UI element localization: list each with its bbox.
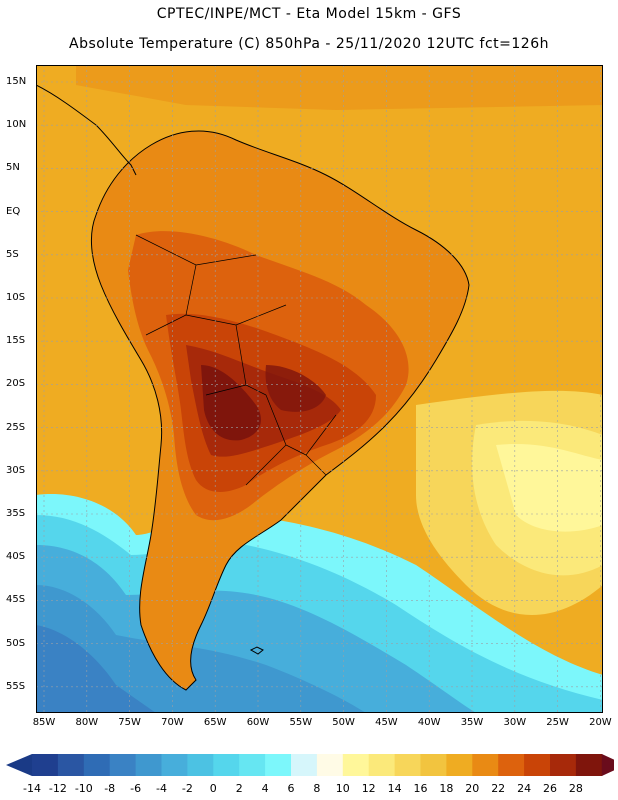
colorbar-segment (161, 754, 188, 776)
colorbar-tick-label: 18 (439, 782, 454, 795)
latitude-label: 20S (6, 378, 26, 390)
longitude-label: 25W (546, 717, 569, 728)
colorbar-tick-label: 4 (261, 782, 269, 795)
colorbar-segment (265, 754, 292, 776)
coastline (91, 130, 470, 691)
ocean-paler-band (496, 443, 603, 532)
colorbar-segment (213, 754, 240, 776)
colorbar-high-cap (601, 754, 614, 776)
ocean-deep-cold-band (36, 625, 156, 713)
colorbar-segment (109, 754, 137, 776)
longitude-label: 30W (503, 717, 527, 728)
latitude-label: 10N (6, 119, 27, 131)
colorbar-segment (57, 754, 85, 776)
colorbar-segment (187, 754, 214, 776)
colorbar-segment (239, 754, 266, 776)
colorbar-tick-label: 6 (287, 782, 295, 795)
colorbar-tick-label: -4 (156, 782, 167, 795)
colorbar-segment (550, 754, 577, 776)
land-peak-zone-2 (265, 365, 326, 412)
map-frame (36, 65, 603, 713)
longitude-label: 45W (375, 717, 398, 728)
latitude-label: 55S (6, 680, 26, 692)
latitude-label: 5S (6, 248, 19, 260)
longitude-label: 65W (203, 717, 227, 728)
longitude-label: 70W (161, 717, 184, 728)
longitude-label: 20W (589, 717, 612, 728)
longitude-label: 35W (460, 717, 484, 728)
colorbar-tick-label: 0 (209, 782, 217, 795)
land-peak-zone (201, 365, 261, 441)
latitude-label: 15S (6, 335, 26, 347)
latitude-label: 5N (6, 162, 20, 174)
longitude-label: 60W (246, 717, 270, 728)
colorbar-tick-label: -6 (130, 782, 142, 795)
colorbar-tick-label: -8 (104, 782, 116, 795)
colorbar (6, 754, 614, 776)
colorbar-tick-label: 20 (465, 782, 480, 795)
colorbar-segment (394, 754, 421, 776)
colorbar-tick-label: 12 (361, 782, 376, 795)
latitude-label: EQ (6, 205, 21, 217)
latitude-label: 40S (6, 551, 26, 563)
colorbar-tick-label: 10 (335, 782, 350, 795)
colorbar-tick-label: -14 (23, 782, 41, 795)
colorbar-segment (575, 754, 603, 776)
colorbar-segment (368, 754, 396, 776)
colorbar-tick-label: 2 (235, 782, 243, 795)
map-title: CPTEC/INPE/MCT - Eta Model 15km - GFS (156, 6, 462, 22)
colorbar-segment (291, 754, 318, 776)
falkland-islands (249, 646, 264, 655)
colorbar-tick-label: 28 (568, 782, 583, 795)
latitude-label: 10S (6, 292, 26, 303)
latitude-label: 45S (6, 594, 26, 606)
temperature-map (36, 65, 603, 713)
country-borders (135, 234, 337, 486)
colorbar-segment (316, 754, 344, 776)
colorbar-segment (342, 754, 370, 776)
ocean-coldest-band (36, 585, 366, 713)
latitude-label: 50S (6, 637, 26, 649)
colorbar-segment (446, 754, 473, 776)
colorbar-tick-label: 26 (543, 782, 557, 795)
latitude-label: 30S (6, 464, 26, 476)
colorbar-segment (420, 754, 447, 776)
latitude-label: 25S (6, 421, 26, 433)
latitude-label: 35S (6, 508, 26, 519)
latitude-label: 15N (6, 76, 27, 87)
colorbar-segment (83, 754, 111, 776)
graticule (36, 65, 603, 713)
longitude-label: 75W (118, 717, 141, 728)
colorbar-tick-label: -12 (48, 782, 67, 795)
colorbar-tick-label: 16 (413, 782, 428, 795)
colorbar-tick-label: 24 (517, 782, 532, 795)
colorbar-tick-label: 22 (491, 782, 506, 795)
colorbar-tick-label: 14 (387, 782, 402, 795)
longitude-label: 40W (417, 717, 441, 728)
colorbar-segment (32, 754, 59, 776)
colorbar-low-cap (6, 754, 32, 776)
colorbar-tick-label: 8 (313, 782, 321, 795)
longitude-label: 85W (32, 717, 56, 728)
colorbar-segment (135, 754, 162, 776)
longitude-label: 55W (289, 717, 313, 728)
colorbar-segment (472, 754, 499, 776)
colorbar-tick-label: -10 (74, 782, 93, 795)
map-subtitle: Absolute Temperature (C) 850hPa - 25/11/… (69, 36, 549, 52)
colorbar-segment (524, 754, 551, 776)
longitude-label: 80W (75, 717, 99, 728)
ocean-caribbean-warm (76, 65, 603, 110)
longitude-label: 50W (332, 717, 355, 728)
colorbar-segment (498, 754, 525, 776)
colorbar-tick-label: -2 (181, 782, 193, 795)
